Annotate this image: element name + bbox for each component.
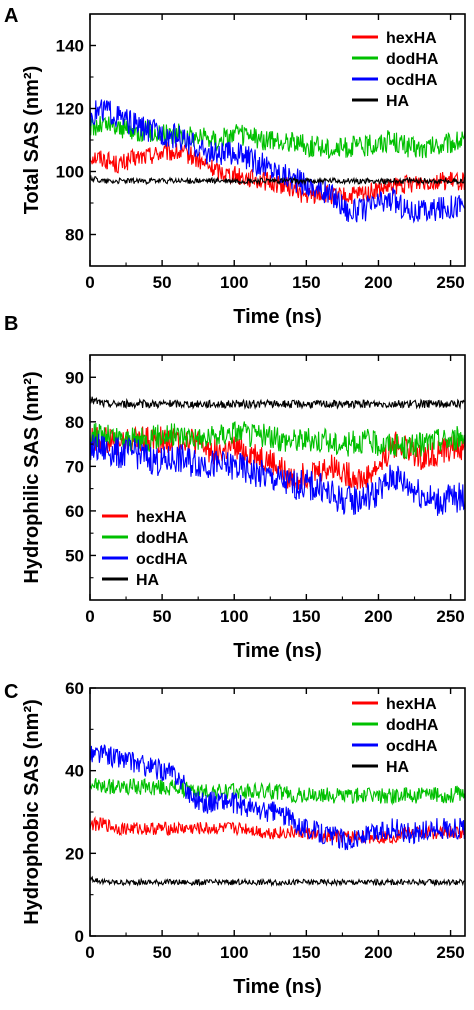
y-axis-label: Hydrophobic SAS (nm²) [21, 699, 43, 925]
x-axis-label: Time (ns) [233, 640, 322, 662]
legend-label-ha: HA [136, 572, 160, 589]
x-tick-label: 150 [292, 607, 320, 626]
x-axis-label: Time (ns) [233, 306, 322, 328]
y-tick-label: 80 [65, 413, 84, 432]
legend-label-ha: HA [386, 759, 410, 776]
y-tick-label: 40 [65, 762, 84, 781]
series-line-ocdha [90, 433, 465, 516]
axes-frame [89, 354, 466, 601]
x-tick-label: 250 [436, 943, 464, 962]
x-tick-label: 150 [292, 273, 320, 292]
x-tick-label: 50 [153, 943, 172, 962]
legend-label-dodha: dodHA [386, 717, 439, 734]
x-tick-label: 200 [364, 943, 392, 962]
x-tick-label: 200 [364, 607, 392, 626]
x-tick-label: 250 [436, 607, 464, 626]
y-tick-label: 20 [65, 844, 84, 863]
x-tick-label: 0 [85, 607, 94, 626]
legend-label-dodha: dodHA [386, 51, 439, 68]
series-line-ocdha [90, 744, 465, 851]
chart-panel-c: C 0 50 100 150 200 250 0 20 40 60 Time (ns) Hydropho… [4, 679, 466, 998]
series-line-dodha [90, 421, 465, 460]
panel-label: A [4, 5, 18, 27]
y-axis-label: Hydrophilic SAS (nm²) [21, 371, 43, 583]
x-tick-label: 100 [220, 943, 248, 962]
x-tick-label: 200 [364, 273, 392, 292]
series-line-ha [90, 875, 465, 888]
y-axis-label: Total SAS (nm²) [21, 66, 43, 215]
x-tick-label: 50 [153, 273, 172, 292]
legend-label-hexha: hexHA [136, 509, 187, 526]
y-tick-label: 60 [65, 679, 84, 698]
x-tick-label: 150 [292, 943, 320, 962]
panel-label: B [4, 313, 18, 335]
x-tick-label: 50 [153, 607, 172, 626]
y-tick-label: 60 [65, 502, 84, 521]
chart-panel-a: A 0 50 100 150 200 250 80 100 120 140 Time (ns) Tota… [4, 5, 466, 328]
legend-label-ha: HA [386, 93, 410, 110]
legend-label-ocdha: ocdHA [136, 551, 188, 568]
legend-label-dodha: dodHA [136, 530, 189, 547]
y-tick-label: 80 [65, 226, 84, 245]
y-tick-label: 70 [65, 457, 84, 476]
x-tick-label: 0 [85, 943, 94, 962]
legend-label-ocdha: ocdHA [386, 72, 438, 89]
chart-panel-b: B 0 50 100 150 200 250 50 60 70 80 90 Time (ns) Hydro… [4, 313, 466, 662]
x-axis-label: Time (ns) [233, 976, 322, 998]
x-tick-label: 100 [220, 273, 248, 292]
series-line-ocdha [90, 99, 465, 224]
panel-label: C [4, 681, 18, 703]
series-line-ha [90, 395, 465, 410]
x-tick-label: 100 [220, 607, 248, 626]
series-line-ha [90, 175, 465, 186]
y-tick-label: 140 [56, 37, 84, 56]
legend-label-hexha: hexHA [386, 30, 437, 47]
legend-label-hexha: hexHA [386, 696, 437, 713]
legend-label-ocdha: ocdHA [386, 738, 438, 755]
y-tick-label: 100 [56, 163, 84, 182]
x-tick-label: 0 [85, 273, 94, 292]
y-tick-label: 0 [75, 927, 84, 946]
y-tick-label: 90 [65, 368, 84, 387]
y-tick-label: 50 [65, 546, 84, 565]
series-line-dodha [90, 777, 465, 806]
x-tick-label: 250 [436, 273, 464, 292]
series-line-hexha [90, 141, 465, 206]
y-tick-label: 120 [56, 100, 84, 119]
